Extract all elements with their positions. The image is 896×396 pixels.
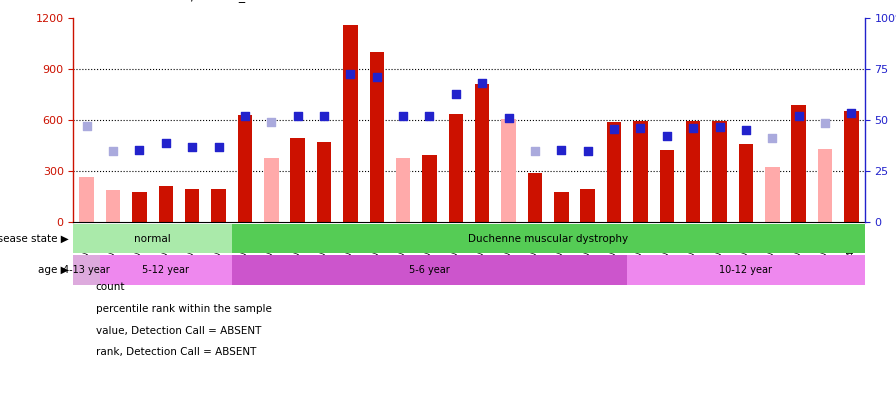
Point <box>502 115 516 121</box>
Point <box>818 120 832 126</box>
Bar <box>73 255 99 285</box>
Bar <box>159 186 173 222</box>
Bar <box>607 122 621 222</box>
Text: value, Detection Call = ABSENT: value, Detection Call = ABSENT <box>96 326 262 336</box>
Text: rank, Detection Call = ABSENT: rank, Detection Call = ABSENT <box>96 347 256 358</box>
Bar <box>449 114 463 222</box>
Point <box>211 144 226 150</box>
Text: GDS214 / 35227_at: GDS214 / 35227_at <box>136 0 258 2</box>
Bar <box>818 148 832 222</box>
Bar <box>422 154 436 222</box>
Bar <box>132 192 147 222</box>
Bar <box>99 255 232 285</box>
Point <box>449 91 463 97</box>
Bar <box>765 168 780 222</box>
Point <box>844 110 858 116</box>
Point <box>739 127 754 133</box>
Bar <box>633 122 648 222</box>
Point <box>290 113 305 120</box>
Point <box>159 139 173 146</box>
Bar <box>554 192 569 222</box>
Point <box>80 123 94 129</box>
Bar <box>185 188 200 222</box>
Bar <box>343 25 358 222</box>
Point <box>555 147 569 154</box>
Bar <box>396 158 410 222</box>
Bar <box>844 111 858 222</box>
Bar <box>232 255 627 285</box>
Text: 5-6 year: 5-6 year <box>409 265 450 275</box>
Point <box>106 148 120 154</box>
Bar <box>686 122 701 222</box>
Text: age ▶: age ▶ <box>39 265 69 275</box>
Point <box>237 113 252 120</box>
Bar <box>581 188 595 222</box>
Point <box>528 148 542 154</box>
Point <box>633 125 648 131</box>
Bar <box>237 115 252 222</box>
Point <box>791 112 806 119</box>
Bar <box>290 139 305 222</box>
Point <box>369 74 383 80</box>
Point <box>581 148 595 154</box>
Point <box>475 80 489 86</box>
Text: 10-12 year: 10-12 year <box>719 265 772 275</box>
Text: percentile rank within the sample: percentile rank within the sample <box>96 304 271 314</box>
Text: disease state ▶: disease state ▶ <box>0 234 69 244</box>
Bar <box>80 177 94 222</box>
Text: 5-12 year: 5-12 year <box>142 265 189 275</box>
Bar <box>502 119 516 222</box>
Point <box>264 119 279 126</box>
Bar <box>738 144 754 222</box>
Point <box>422 113 436 120</box>
Text: normal: normal <box>134 234 171 244</box>
Point <box>185 144 199 150</box>
Bar <box>106 190 120 222</box>
Bar <box>264 158 279 222</box>
Point <box>607 126 621 132</box>
Point <box>686 125 701 131</box>
Bar <box>317 142 332 222</box>
Point <box>765 135 780 142</box>
Text: 4-13 year: 4-13 year <box>64 265 110 275</box>
Bar <box>475 84 489 222</box>
Bar <box>211 188 226 222</box>
Point <box>317 112 332 119</box>
Bar <box>712 122 727 222</box>
Bar <box>528 173 542 222</box>
Point <box>133 147 147 153</box>
Bar <box>369 52 384 222</box>
Point <box>343 71 358 77</box>
Bar <box>232 224 865 253</box>
Bar <box>791 105 806 222</box>
Bar <box>659 150 674 222</box>
Point <box>659 133 674 139</box>
Point <box>396 112 410 119</box>
Bar <box>627 255 865 285</box>
Text: count: count <box>96 282 125 292</box>
Point <box>712 124 727 131</box>
Text: Duchenne muscular dystrophy: Duchenne muscular dystrophy <box>468 234 628 244</box>
Bar <box>73 224 232 253</box>
